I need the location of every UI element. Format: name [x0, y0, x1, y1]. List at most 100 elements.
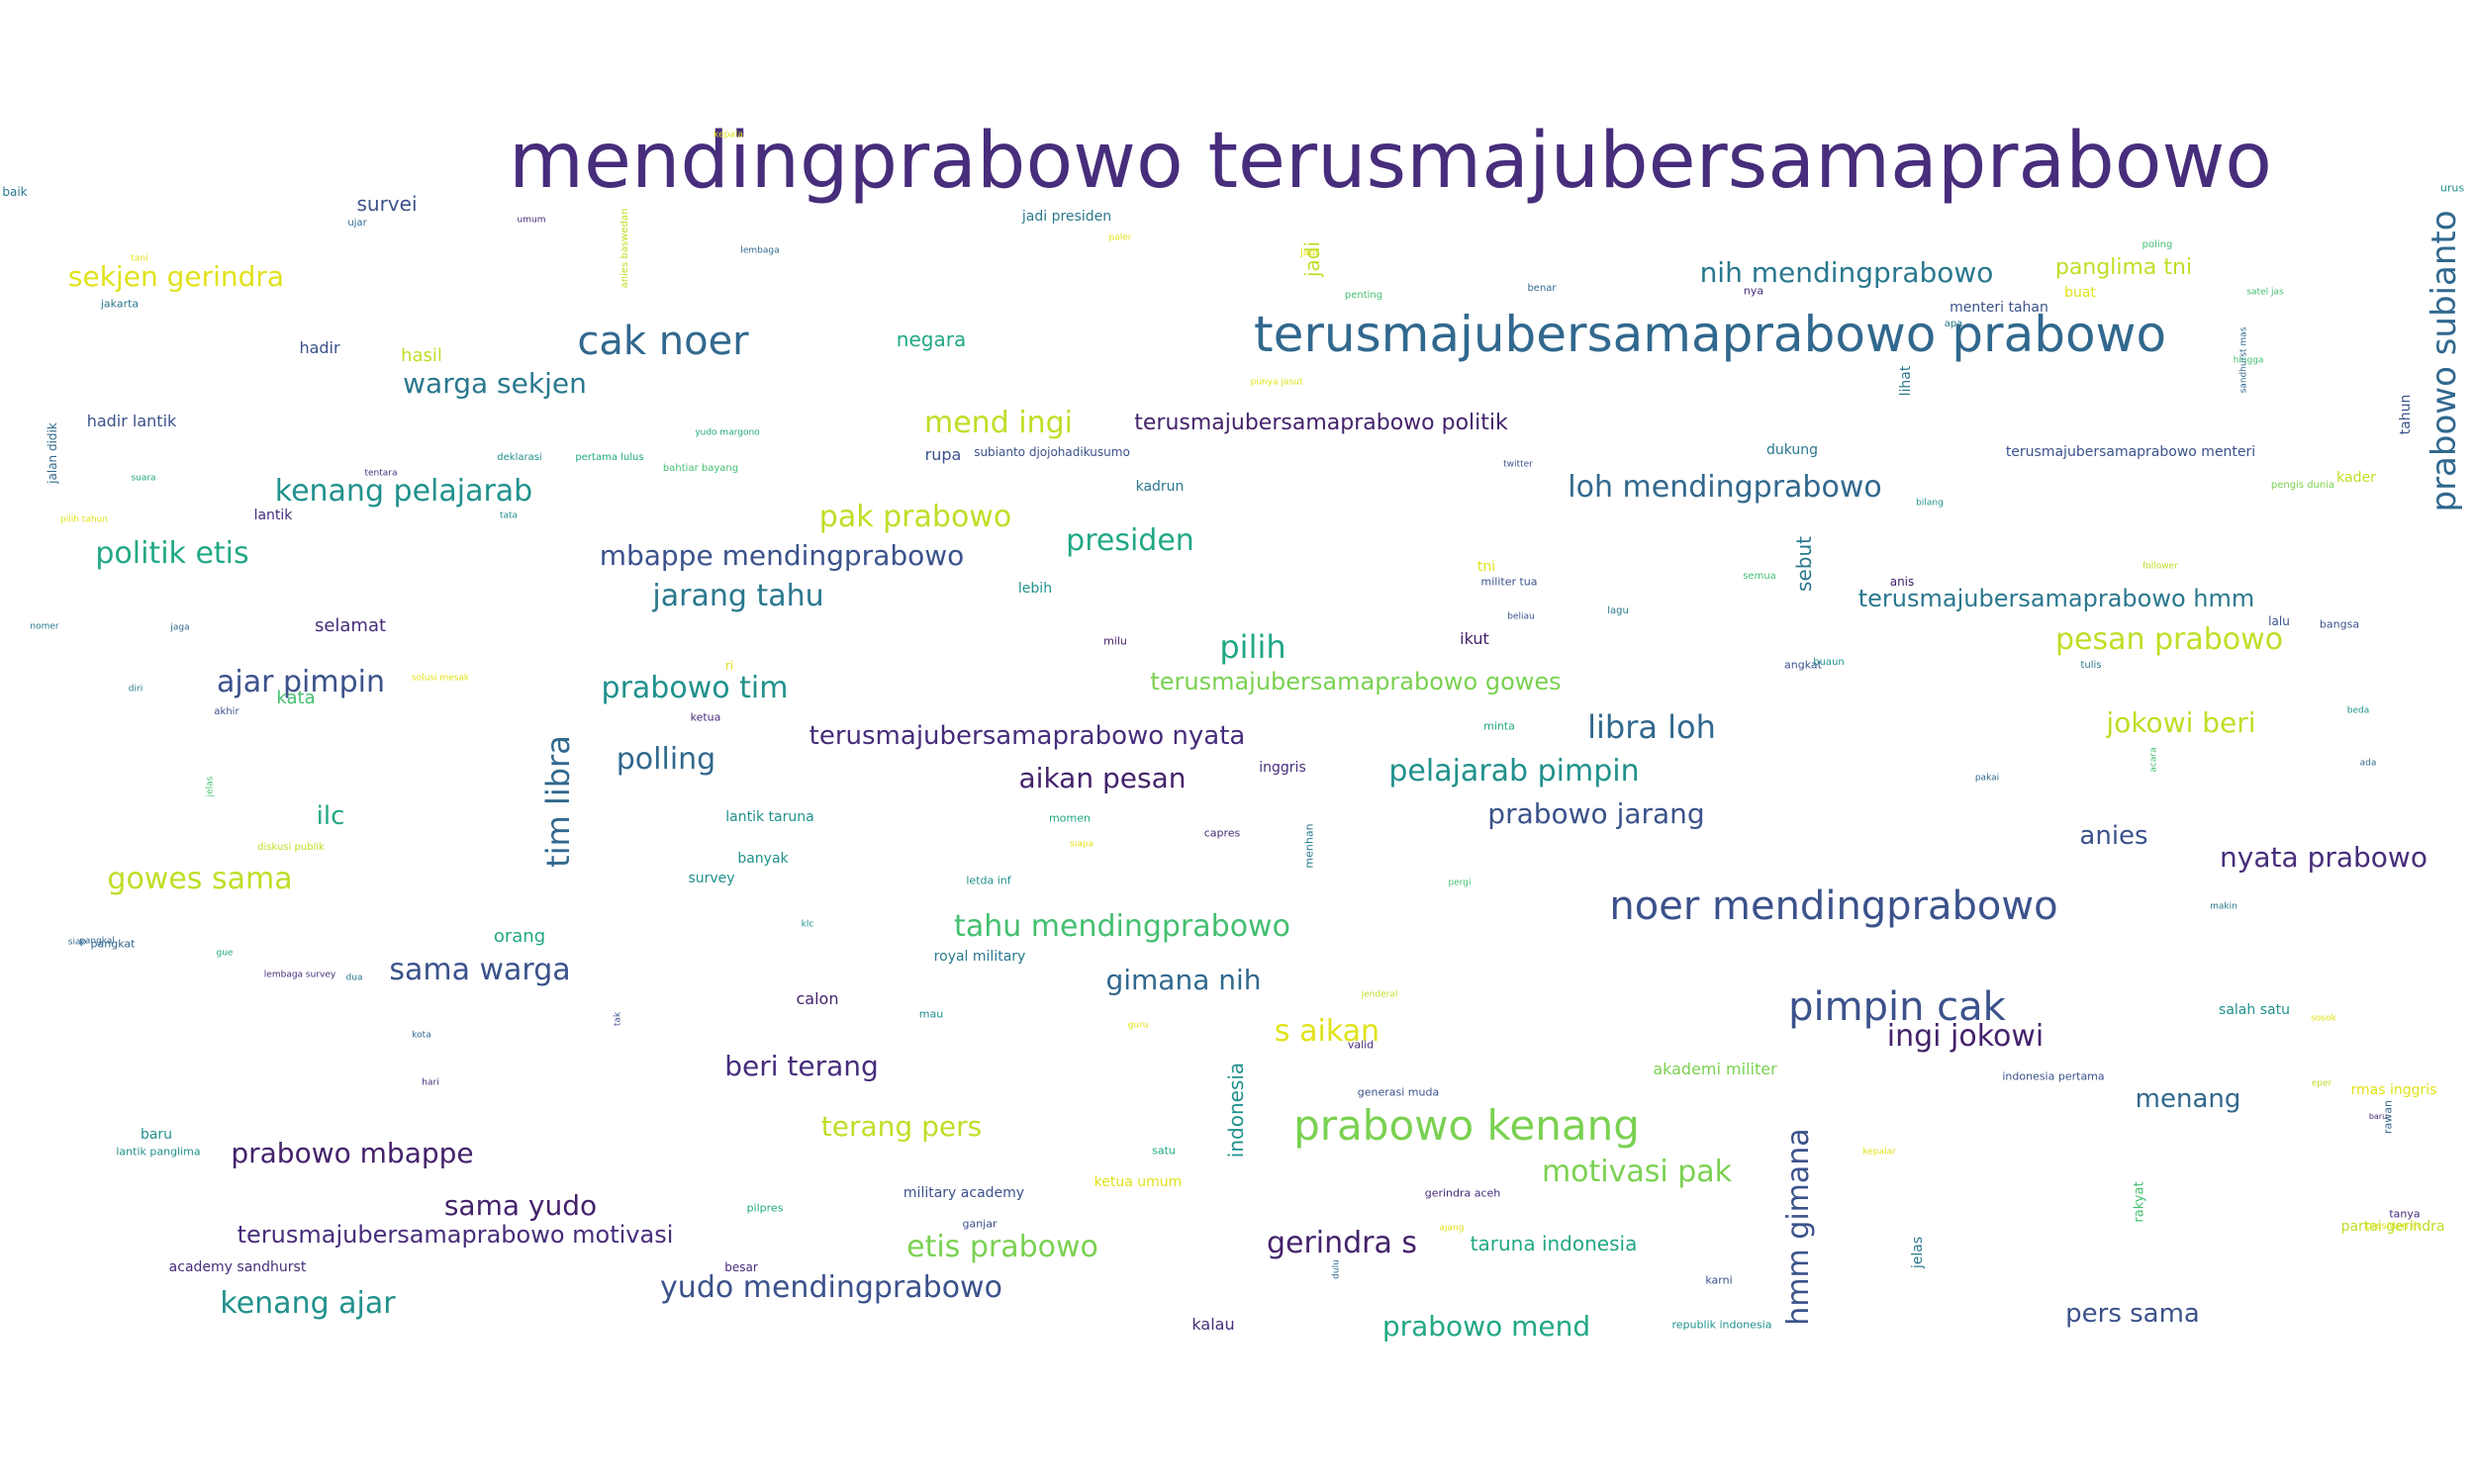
cloud-word: acara — [2148, 747, 2159, 773]
cloud-word: mend ingi — [924, 406, 1073, 440]
cloud-word: anies baswedan — [619, 208, 630, 289]
cloud-word: tni — [1476, 559, 1496, 575]
cloud-word: jadi — [1299, 247, 1319, 258]
cloud-word: baru — [2368, 1112, 2388, 1121]
cloud-word: nih mendingprabowo — [1699, 256, 1994, 289]
cloud-word: prabowo jarang — [1487, 797, 1705, 830]
cloud-word: buaun — [1813, 657, 1845, 668]
cloud-word: minta — [1483, 719, 1515, 733]
cloud-word: hadir — [299, 338, 340, 357]
cloud-word: taruna indonesia — [1470, 1232, 1638, 1255]
cloud-word: orang — [493, 926, 546, 947]
cloud-word: cak noer — [577, 319, 749, 364]
cloud-word: jakarta — [100, 297, 140, 311]
cloud-word: pak prabowo — [818, 500, 1012, 534]
cloud-word: salah satu — [2219, 1002, 2290, 1018]
cloud-word: pilih — [1219, 628, 1286, 666]
cloud-word: etis prabowo — [906, 1230, 1098, 1264]
cloud-word: menhan — [1302, 823, 1316, 869]
cloud-word: apa — [1944, 319, 1963, 329]
cloud-word: indonesia — [1224, 1062, 1248, 1159]
cloud-word: selamat — [314, 615, 387, 636]
cloud-word: kepalar — [1862, 1147, 1896, 1158]
cloud-word: letda inf — [966, 874, 1011, 887]
cloud-word: panglima tni — [2054, 255, 2193, 280]
cloud-word: royal military — [933, 949, 1026, 965]
cloud-word: kenang ajar — [220, 1286, 396, 1321]
cloud-word: militer tua — [1480, 575, 1538, 589]
cloud-word: milu — [1103, 634, 1127, 648]
cloud-word: kata — [276, 688, 316, 708]
cloud-word: jarang tahu — [652, 579, 824, 613]
cloud-word: ajar pimpin — [217, 665, 385, 699]
cloud-word: lembaga survey — [263, 970, 336, 980]
cloud-word: penting — [1344, 290, 1383, 301]
cloud-word: inggris — [1259, 760, 1306, 776]
cloud-word: buat — [2064, 285, 2096, 301]
cloud-word: mendingprabowo terusmajubersamaprabowo — [509, 117, 2272, 206]
cloud-word: motivasi pak — [1541, 1155, 1733, 1189]
cloud-word: hmm gimana — [1781, 1128, 1816, 1326]
cloud-word: jelas — [1910, 1236, 1926, 1269]
cloud-word: benar — [1527, 283, 1557, 294]
cloud-word: jalan didik — [46, 422, 59, 484]
cloud-word: kepala — [714, 130, 743, 140]
cloud-word: deklarasi — [497, 452, 542, 463]
cloud-word: tanya — [2389, 1207, 2421, 1221]
cloud-word: presiden ilc — [2365, 1221, 2423, 1232]
cloud-word: generasi muda — [1357, 1085, 1440, 1099]
cloud-word: akademi militer — [1653, 1060, 1777, 1078]
cloud-word: lagu — [1607, 605, 1629, 616]
cloud-word: terusmajubersamaprabowo menteri — [2005, 444, 2256, 460]
cloud-word: republik indonesia — [1671, 1318, 1772, 1332]
cloud-word: tahu mendingprabowo — [954, 909, 1290, 944]
cloud-word: anis — [1889, 575, 1915, 589]
cloud-word: military academy — [903, 1185, 1025, 1201]
cloud-word: terusmajubersamaprabowo hmm — [1857, 585, 2255, 612]
cloud-word: negara — [896, 327, 967, 351]
cloud-word: rmas inggris — [2350, 1082, 2437, 1098]
cloud-word: ketua — [690, 710, 721, 724]
cloud-word: jaga — [170, 622, 190, 633]
cloud-word: sosok — [2311, 1013, 2336, 1024]
cloud-word: ajang — [1439, 1223, 1465, 1234]
cloud-word: pengis dunia — [2270, 480, 2335, 491]
cloud-word: jadi presiden — [1021, 209, 1112, 225]
cloud-word: twitter — [1503, 459, 1533, 470]
cloud-word: banyak — [737, 851, 789, 867]
cloud-word: ada — [2359, 758, 2377, 769]
cloud-word: prabowo mbappe — [231, 1137, 474, 1169]
cloud-word: calon — [796, 989, 839, 1008]
cloud-word: jelas — [205, 776, 216, 797]
cloud-word: baik — [2, 185, 28, 199]
cloud-word: nyata prabowo — [2220, 841, 2427, 874]
cloud-word: gimana nih — [1105, 964, 1262, 996]
cloud-word: terusmajubersamaprabowo nyata — [809, 721, 1246, 751]
cloud-word: pangkal — [79, 936, 115, 947]
cloud-word: lihat — [1898, 365, 1914, 397]
cloud-word: dua — [345, 973, 363, 983]
cloud-word: hari — [422, 1077, 439, 1088]
cloud-word: sekjen gerindra — [67, 260, 285, 293]
cloud-word: paler — [1108, 232, 1132, 243]
cloud-word: yudo margono — [695, 427, 760, 438]
cloud-word: siap — [67, 937, 87, 948]
cloud-word: prabowo tim — [601, 671, 789, 705]
cloud-word: pelajarab pimpin — [1388, 754, 1640, 788]
cloud-word: capres — [1203, 826, 1241, 840]
cloud-word: academy sandhurst — [168, 1259, 307, 1275]
cloud-word: sebut — [1792, 536, 1816, 592]
cloud-word: lantik — [253, 508, 293, 523]
cloud-word: warga sekjen — [403, 367, 587, 400]
cloud-word: indonesia pertama — [2002, 1069, 2105, 1083]
cloud-word: ilc — [316, 801, 345, 831]
cloud-word: dulu — [1331, 1259, 1342, 1279]
cloud-word: suara — [131, 473, 156, 484]
cloud-word: survey — [688, 871, 735, 886]
cloud-word: tahun — [2398, 394, 2414, 435]
cloud-word: noer mendingprabowo — [1609, 883, 2058, 929]
cloud-word: diri — [128, 684, 143, 695]
cloud-word: urus — [2439, 181, 2465, 195]
cloud-word: pesan prabowo — [2054, 622, 2284, 657]
